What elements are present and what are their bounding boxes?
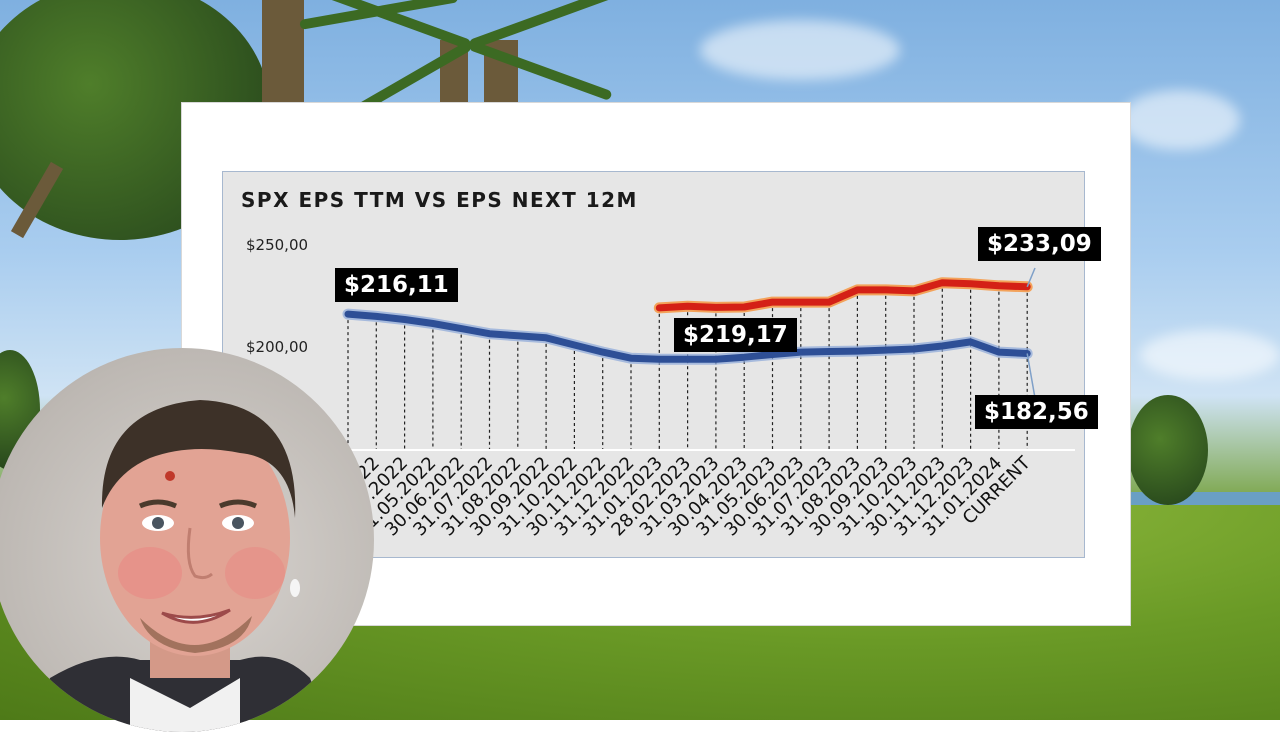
data-point-next12m — [657, 305, 662, 311]
cloud — [1120, 90, 1240, 150]
data-point-ttm — [430, 321, 436, 326]
data-point-next12m — [826, 299, 832, 305]
data-point-ttm — [657, 357, 662, 362]
data-point-ttm — [996, 349, 1002, 355]
callout-next12m-current: $233,09 — [978, 227, 1101, 261]
data-point-ttm — [459, 326, 464, 331]
data-point-next12m — [968, 281, 973, 286]
data-point-ttm — [402, 317, 407, 322]
data-point-ttm — [855, 348, 860, 354]
data-point-next12m — [742, 304, 747, 310]
data-point-ttm — [911, 346, 917, 352]
tree-right — [1128, 395, 1208, 505]
data-point-ttm — [374, 314, 379, 319]
callout-ttm-current: $182,56 — [975, 395, 1098, 429]
palm-trunk — [262, 0, 304, 104]
data-point-ttm — [940, 343, 945, 349]
presenter-avatar — [30, 400, 330, 732]
data-point-ttm — [600, 349, 605, 355]
data-point-ttm — [628, 356, 634, 361]
cloud — [700, 20, 900, 80]
data-point-next12m — [685, 304, 690, 309]
callout-leader-next12m — [1026, 267, 1036, 288]
presenter-webcam — [0, 348, 374, 732]
data-point-next12m — [911, 288, 917, 294]
data-point-ttm — [798, 349, 803, 355]
data-point-ttm — [968, 339, 973, 345]
callout-next12m-start: $219,17 — [674, 318, 797, 352]
data-point-ttm — [685, 357, 690, 362]
data-point-ttm — [572, 342, 577, 348]
data-point-next12m — [855, 287, 860, 293]
data-point-ttm — [713, 357, 719, 362]
data-point-next12m — [713, 305, 719, 310]
data-point-ttm — [883, 347, 888, 353]
chart-title: SPX EPS TTM VS EPS NEXT 12M — [241, 188, 638, 212]
series-next12m-line — [655, 279, 1031, 312]
data-point-ttm — [742, 355, 747, 360]
data-point-ttm — [515, 333, 520, 338]
data-point-next12m — [940, 280, 945, 285]
data-point-next12m — [798, 299, 803, 305]
data-point-ttm — [543, 335, 549, 341]
y-tick-label: $200,00 — [246, 338, 309, 356]
data-point-next12m — [883, 287, 888, 293]
data-point-next12m — [770, 299, 775, 305]
data-point-ttm — [826, 349, 832, 354]
data-point-ttm — [487, 331, 492, 336]
data-point-next12m — [996, 283, 1002, 288]
callout-ttm-start: $216,11 — [335, 268, 458, 302]
data-point-ttm — [770, 352, 775, 357]
cloud — [1140, 330, 1280, 380]
data-point-ttm — [345, 311, 351, 317]
y-tick-label: $250,00 — [246, 236, 309, 254]
callout-leader-ttm — [1026, 353, 1036, 399]
